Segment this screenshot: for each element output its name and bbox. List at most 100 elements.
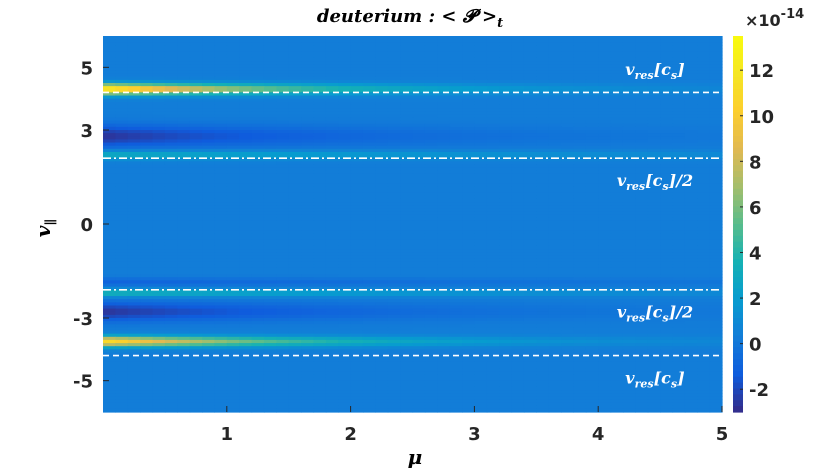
heatmap-cell — [462, 133, 475, 137]
heatmap-cell — [610, 236, 624, 241]
heatmap-cell — [214, 36, 228, 40]
heatmap-cell — [202, 292, 216, 297]
heatmap-cell — [598, 264, 612, 269]
heatmap-cell — [561, 51, 575, 56]
heatmap-cell — [263, 277, 277, 281]
heatmap-cell — [140, 61, 154, 65]
heatmap-cell — [350, 54, 364, 59]
heatmap-cell — [189, 108, 203, 112]
heatmap-cell — [412, 39, 426, 43]
heatmap-cell — [523, 245, 537, 250]
heatmap-cell — [313, 249, 327, 253]
title-subscript: t — [497, 16, 503, 31]
heatmap-cell — [462, 186, 475, 191]
heatmap-cell — [251, 289, 265, 294]
heatmap-cell — [276, 51, 290, 56]
heatmap-cell — [263, 192, 277, 197]
heatmap-cell — [523, 39, 537, 43]
heatmap-cell — [288, 89, 302, 93]
heatmap-cell — [536, 186, 550, 191]
heatmap-cell — [622, 202, 636, 206]
heatmap-cell — [598, 130, 612, 134]
heatmap-cell — [647, 271, 661, 275]
heatmap-cell — [177, 198, 191, 203]
heatmap-cell — [189, 48, 203, 53]
heatmap-cell — [263, 214, 277, 219]
heatmap-cell — [263, 318, 277, 322]
heatmap-cell — [486, 167, 500, 172]
heatmap-cell — [164, 267, 178, 272]
heatmap-cell — [561, 61, 575, 65]
heatmap-cell — [561, 123, 575, 128]
heatmap-cell — [511, 242, 525, 247]
heatmap-cell — [573, 83, 587, 87]
heatmap-cell — [585, 214, 599, 219]
heatmap-cell — [115, 133, 129, 137]
heatmap-cell — [103, 230, 116, 234]
heatmap-cell — [115, 73, 129, 78]
heatmap-cell — [462, 177, 475, 181]
heatmap-cell — [313, 302, 327, 307]
heatmap-cell — [387, 333, 401, 338]
heatmap-cell — [672, 302, 686, 307]
heatmap-cell — [375, 111, 389, 115]
heatmap-cell — [239, 236, 253, 241]
heatmap-cell — [301, 98, 315, 103]
heatmap-cell — [325, 39, 339, 43]
heatmap-cell — [424, 236, 438, 241]
heatmap-cell — [189, 151, 203, 156]
heatmap-cell — [697, 67, 711, 72]
heatmap-cell — [251, 158, 265, 162]
heatmap-cell — [251, 57, 265, 62]
heatmap-cell — [573, 67, 587, 72]
heatmap-cell — [276, 183, 290, 187]
heatmap-cell — [437, 333, 451, 338]
heatmap-cell — [263, 64, 277, 68]
heatmap-cell — [462, 180, 475, 184]
heatmap-cell — [313, 104, 327, 109]
heatmap-cell — [486, 277, 500, 281]
heatmap-cell — [449, 258, 463, 263]
heatmap-cell — [462, 343, 475, 347]
heatmap-cell — [474, 327, 488, 332]
heatmap-cell — [350, 277, 364, 281]
heatmap-cell — [288, 139, 302, 144]
heatmap-cell — [486, 252, 500, 256]
heatmap-cell — [251, 83, 265, 87]
heatmap-cell — [115, 158, 129, 162]
heatmap-cell — [561, 299, 575, 303]
heatmap-cell — [561, 305, 575, 310]
heatmap-cell — [610, 51, 624, 56]
heatmap-cell — [288, 333, 302, 338]
heatmap-cell — [263, 189, 277, 194]
heatmap-cell — [313, 333, 327, 338]
heatmap-cell — [214, 183, 228, 187]
heatmap-cell — [684, 51, 698, 56]
heatmap-cell — [189, 208, 203, 213]
heatmap-cell — [226, 133, 240, 137]
heatmap-cell — [115, 108, 129, 112]
heatmap-cell — [338, 79, 352, 84]
heatmap-cell — [697, 76, 711, 81]
heatmap-cell — [622, 51, 636, 56]
heatmap-cell — [288, 311, 302, 316]
heatmap-cell — [127, 170, 141, 175]
heatmap-cell — [610, 48, 624, 53]
heatmap-cell — [672, 145, 686, 150]
heatmap-cell — [449, 98, 463, 103]
heatmap-cell — [338, 308, 352, 313]
heatmap-cell — [189, 155, 203, 159]
heatmap-cell — [424, 214, 438, 219]
heatmap-cell — [251, 336, 265, 341]
heatmap-cell — [709, 189, 723, 194]
heatmap-cell — [338, 151, 352, 156]
heatmap-cell — [697, 339, 711, 344]
heatmap-cell — [523, 327, 537, 332]
heatmap-cell — [177, 139, 191, 144]
heatmap-cell — [511, 339, 525, 344]
heatmap-cell — [449, 192, 463, 197]
heatmap-cell — [511, 211, 525, 216]
heatmap-cell — [251, 167, 265, 172]
heatmap-cell — [622, 286, 636, 291]
heatmap-cell — [325, 277, 339, 281]
